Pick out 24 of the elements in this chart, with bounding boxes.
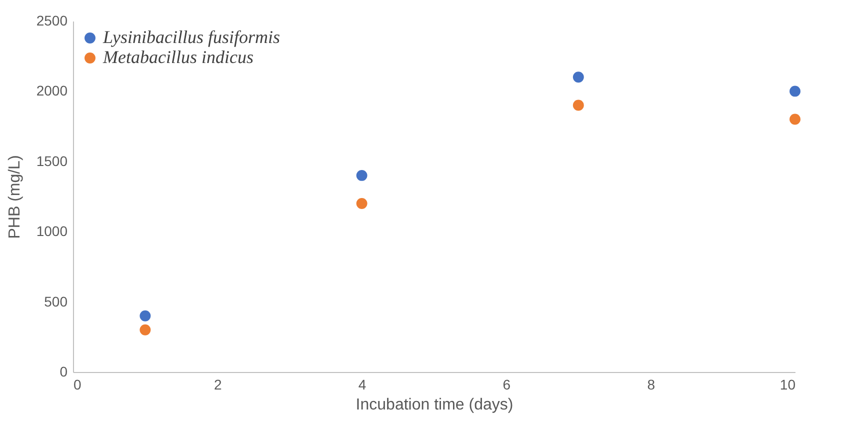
legend-label: Metabacillus indicus — [102, 47, 254, 67]
point — [572, 100, 584, 111]
y-tick-label: 2500 — [36, 12, 68, 28]
y-tick-label: 500 — [44, 293, 68, 310]
point — [790, 86, 800, 97]
x-tick-label: 10 — [780, 376, 796, 392]
y-tick-label: 0 — [60, 364, 68, 380]
y-tick-label: 2000 — [36, 82, 68, 99]
point — [140, 310, 151, 322]
point — [790, 114, 800, 125]
y-tick-label: 1000 — [36, 223, 68, 240]
point — [140, 324, 151, 336]
y-tick-label: 1500 — [36, 152, 68, 169]
x-axis-title: Incubation time (days) — [356, 396, 514, 414]
x-tick-label: 2 — [214, 376, 222, 392]
legend-label: Lysinibacillus fusiformis — [102, 27, 280, 47]
x-tick-label: 8 — [647, 376, 656, 392]
point — [356, 170, 368, 181]
x-tick-label: 6 — [502, 376, 511, 392]
x-tick-label: 0 — [74, 376, 82, 392]
point — [572, 72, 584, 83]
x-tick-label: 4 — [358, 376, 366, 392]
point — [356, 198, 368, 209]
y-axis-title: PHB (mg/L) — [6, 155, 24, 239]
